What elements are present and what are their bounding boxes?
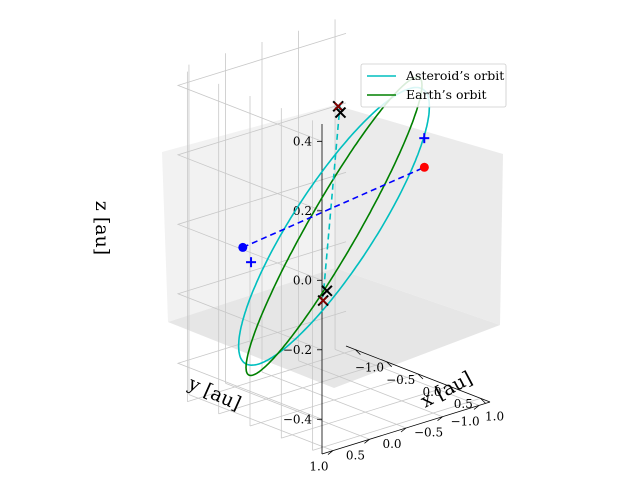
grid-z <box>176 32 347 142</box>
z-tick-label: −0.4 <box>283 412 313 426</box>
y-tick <box>364 438 370 444</box>
y-tick-label: −1.0 <box>450 414 479 428</box>
grid-y-floor <box>334 349 480 406</box>
z-tick-label: 0.0 <box>293 273 312 287</box>
cross-marker <box>334 102 343 111</box>
y-tick <box>400 427 407 433</box>
grid-y-floor <box>188 394 334 451</box>
y-axis-label: y [au] <box>184 372 244 415</box>
x-tick <box>480 398 486 404</box>
axes <box>317 124 491 455</box>
y-tick-label: −0.5 <box>414 426 443 440</box>
legend-box <box>360 63 507 108</box>
y-tick-label: 0.0 <box>382 437 401 451</box>
y-tick <box>327 450 334 455</box>
cross-marker <box>334 106 347 119</box>
grid-z <box>176 102 347 212</box>
x-tick-label: −0.5 <box>386 373 415 387</box>
plus-marker <box>419 133 430 144</box>
x-tick <box>449 385 455 392</box>
legend-label-earth: Earth’s orbit <box>406 87 487 102</box>
legend: Asteroid’s orbit Earth’s orbit <box>360 63 507 108</box>
tick-labels: −1.0−0.50.00.51.0−1.0−0.50.00.51.0−0.4−0… <box>283 134 504 473</box>
grid-y-floor <box>298 360 443 418</box>
pane-back-right <box>335 105 503 325</box>
grid-z <box>176 310 347 420</box>
y-tick <box>437 416 443 422</box>
x-tick <box>417 373 424 380</box>
y-tick <box>473 405 480 410</box>
grid-z <box>176 241 347 351</box>
x-tick-label: 1.0 <box>485 409 504 423</box>
grid-z <box>176 171 347 281</box>
markers-layer <box>238 100 430 307</box>
asteroid-dashed-line <box>322 103 341 297</box>
cross-marker <box>319 296 328 305</box>
grid-y-floor <box>261 371 407 429</box>
cross-marker <box>321 285 333 297</box>
gridlines <box>176 19 481 451</box>
blue-dashed-line <box>242 166 425 249</box>
grid-y-floor <box>225 382 370 440</box>
red-point-marker <box>419 162 429 172</box>
plus-marker <box>246 257 257 268</box>
x-tick <box>355 349 361 355</box>
x-tick-label: 0.5 <box>454 397 473 411</box>
pane-back-left <box>162 105 335 322</box>
y-tick-label: 1.0 <box>309 460 328 474</box>
legend-label-asteroid: Asteroid’s orbit <box>405 68 504 83</box>
x-tick-label: −1.0 <box>355 361 384 375</box>
z-tick-label: −0.2 <box>283 343 312 357</box>
blue-point-marker <box>238 242 248 252</box>
x-tick <box>386 361 392 368</box>
y-tick-label: 0.5 <box>346 448 365 462</box>
z-tick-label: 0.4 <box>293 134 312 148</box>
z-axis-label: z [au] <box>91 201 113 255</box>
x-tick-label: 0.0 <box>422 385 441 399</box>
